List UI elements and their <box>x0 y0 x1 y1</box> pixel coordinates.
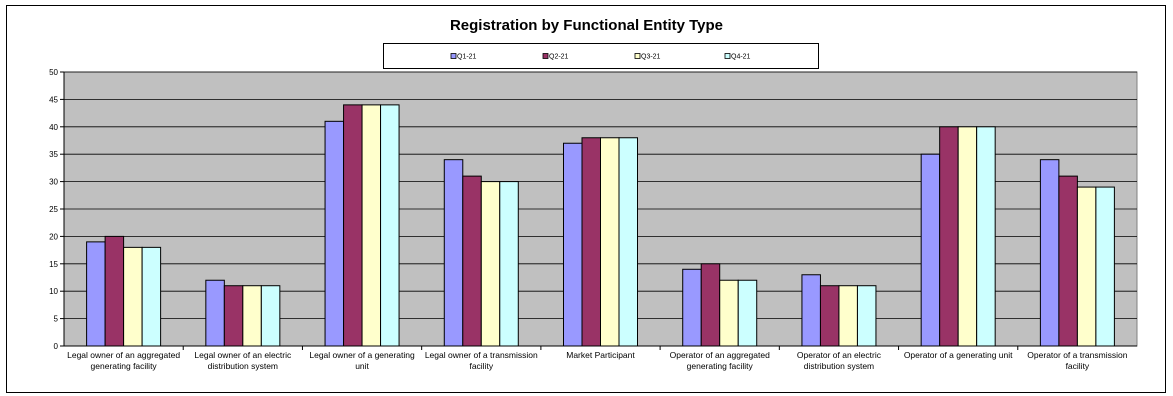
category-label: Operator of a transmission facility <box>1027 350 1127 371</box>
bar-q1-21 <box>443 159 464 347</box>
y-tick-label: 30 <box>49 178 58 187</box>
bar-q1-21 <box>920 153 941 347</box>
bar-q2-21 <box>223 285 244 347</box>
bar-q4-21 <box>618 137 638 347</box>
bar-q1-21 <box>682 268 702 347</box>
y-tick-label: 0 <box>54 342 59 351</box>
bar-q1-21 <box>801 274 821 347</box>
category-label: Market Participant <box>566 350 635 360</box>
category-label: Legal owner of a generating unit <box>309 350 415 371</box>
bar-q2-21 <box>1058 175 1078 347</box>
bar-q3-21 <box>242 285 262 347</box>
bar-q4-21 <box>1095 186 1115 347</box>
bar-q2-21 <box>104 235 125 347</box>
bar-q2-21 <box>700 263 721 347</box>
bar-q1-21 <box>1039 159 1060 347</box>
category-label: Operator of an electric distribution syst… <box>797 350 882 371</box>
category-label: Legal owner of a transmission facility <box>425 350 538 371</box>
y-tick-label: 20 <box>49 232 58 241</box>
bar-q4-21 <box>380 104 400 347</box>
legend-swatch <box>450 53 457 59</box>
category-label: Legal owner of an aggregated generating f… <box>67 350 180 371</box>
bar-q2-21 <box>581 137 601 347</box>
y-tick-label: 35 <box>49 150 58 159</box>
y-tick-label: 40 <box>49 123 58 132</box>
bar-q2-21 <box>343 104 363 347</box>
bar-q1-21 <box>205 279 225 347</box>
bar-q4-21 <box>260 285 281 347</box>
bar-q3-21 <box>1076 186 1097 347</box>
legend-label: Q4-21 <box>731 54 751 61</box>
y-tick-label: 5 <box>54 315 59 324</box>
bar-q4-21 <box>737 279 758 347</box>
legend-swatch <box>542 53 549 59</box>
bar-q4-21 <box>141 246 162 347</box>
bar-q4-21 <box>499 181 519 347</box>
legend-swatch <box>634 53 641 59</box>
bar-q3-21 <box>361 104 382 347</box>
bar-q3-21 <box>480 181 501 347</box>
bar-q3-21 <box>838 285 858 347</box>
y-tick-label: 15 <box>49 260 58 269</box>
category-label: Operator of an aggregated generating faci… <box>670 350 770 371</box>
legend-swatch <box>724 53 731 59</box>
category-label: Operator of a generating unit <box>904 350 1013 360</box>
bar-q4-21 <box>856 285 877 347</box>
bar-q3-21 <box>123 246 143 347</box>
y-tick-label: 45 <box>49 95 58 104</box>
legend-label: Q2-21 <box>549 54 569 61</box>
chart-title: Registration by Functional Entity Type <box>449 17 724 34</box>
bar-q1-21 <box>324 120 345 347</box>
bar-q1-21 <box>86 241 106 347</box>
y-tick-label: 50 <box>49 68 58 77</box>
bar-q3-21 <box>600 137 620 347</box>
bar-q3-21 <box>957 126 978 347</box>
bar-q2-21 <box>819 285 840 347</box>
bar-q2-21 <box>939 126 959 347</box>
category-label: Legal owner of an electric distribution s… <box>194 350 292 371</box>
legend-label: Q1-21 <box>457 54 477 61</box>
y-tick-label: 10 <box>49 287 58 296</box>
bar-q4-21 <box>976 126 996 347</box>
bar-q3-21 <box>719 279 739 347</box>
legend-label: Q3-21 <box>641 54 661 61</box>
bar-q2-21 <box>462 175 482 347</box>
y-tick-label: 25 <box>49 205 58 214</box>
bar-q1-21 <box>563 142 583 347</box>
